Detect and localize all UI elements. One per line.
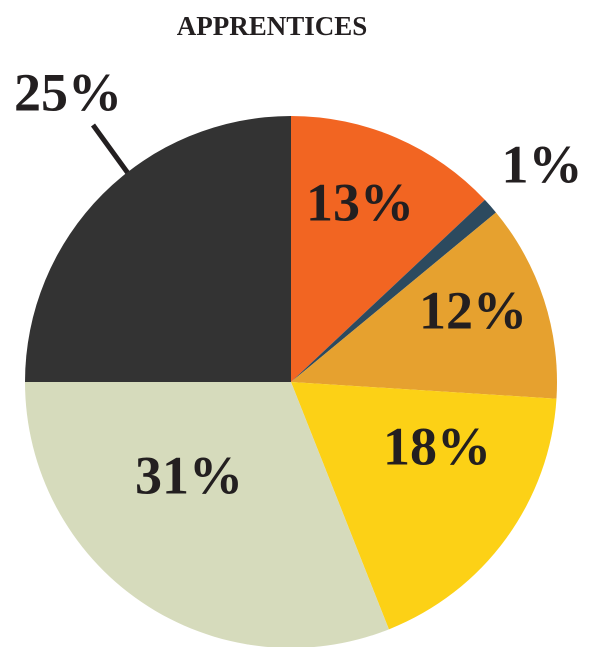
data-label: 13% (306, 172, 414, 232)
data-label: 18% (383, 416, 491, 476)
pie-slice (291, 116, 485, 382)
data-label: 12% (419, 280, 527, 340)
data-label: 31% (135, 445, 243, 505)
pie-slice (291, 212, 557, 399)
data-label: 25% (14, 62, 122, 122)
pie-slice (25, 116, 291, 382)
pie-slice (291, 382, 557, 630)
chart-title: APPRENTICES (177, 11, 368, 41)
leader-line (90, 123, 133, 178)
data-label: 1% (502, 134, 583, 194)
pie-slice (291, 199, 496, 382)
pie-slice (25, 382, 389, 647)
